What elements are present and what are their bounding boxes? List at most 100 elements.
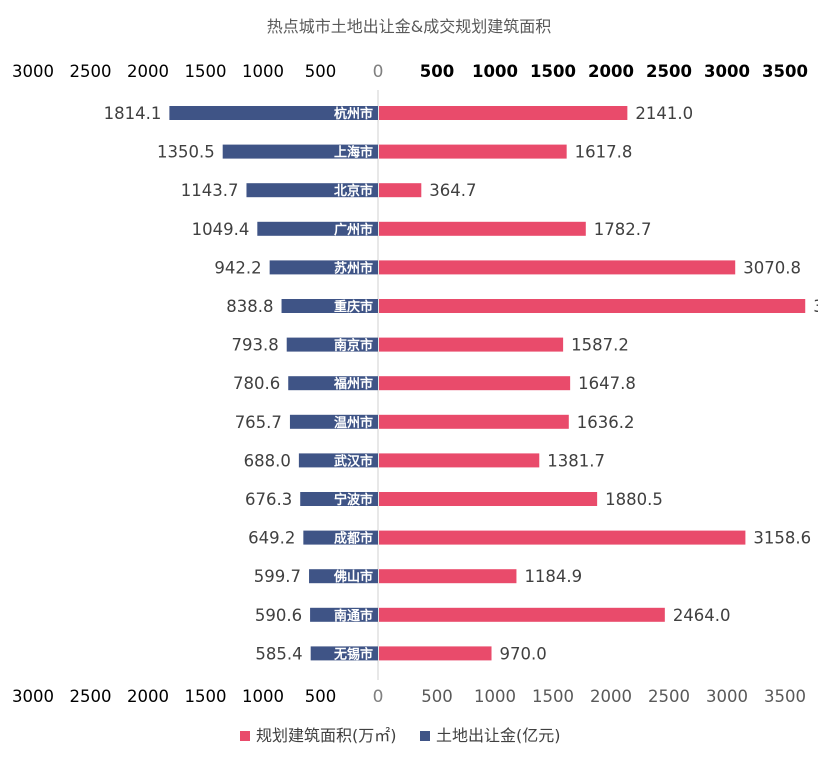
left-axis-tick-label-top: 3000 bbox=[12, 62, 54, 81]
bar-land-revenue bbox=[222, 144, 378, 159]
left-axis-tick-label-top: 2000 bbox=[127, 62, 169, 81]
data-label-land-revenue: 676.3 bbox=[245, 490, 292, 509]
category-label: 福州市 bbox=[333, 376, 373, 392]
right-axis-tick-label-bottom: 2000 bbox=[590, 687, 632, 706]
bar-building-area bbox=[379, 260, 736, 275]
legend-label: 规划建筑面积(万㎡) bbox=[256, 726, 397, 745]
bar-land-revenue bbox=[286, 337, 378, 352]
right-axis-tick-label-top: 1000 bbox=[472, 62, 518, 81]
bar-land-revenue bbox=[169, 106, 378, 120]
data-label-building-area: 1782.7 bbox=[594, 220, 652, 239]
bar-building-area bbox=[379, 337, 564, 352]
right-axis-tick-label-top: 3000 bbox=[704, 62, 750, 81]
category-label: 北京市 bbox=[334, 183, 373, 199]
bar-building-area bbox=[379, 183, 422, 198]
bar-land-revenue bbox=[281, 299, 378, 313]
data-label-building-area: 2464.0 bbox=[673, 606, 731, 625]
bar-building-area bbox=[379, 492, 598, 506]
right-axis-tick-label-bottom: 3500 bbox=[764, 687, 806, 706]
category-label: 上海市 bbox=[334, 145, 373, 161]
right-axis-tick-label-top: 3500 bbox=[762, 62, 808, 81]
right-axis-tick-label-top: 500 bbox=[420, 62, 454, 81]
left-axis-tick-label-bottom: 2000 bbox=[127, 687, 169, 706]
right-axis-tick-label-bottom: 1000 bbox=[474, 687, 516, 706]
category-label: 南通市 bbox=[334, 608, 373, 624]
bar-building-area bbox=[379, 453, 540, 468]
data-label-land-revenue: 793.8 bbox=[231, 336, 278, 355]
legend-label: 土地出让金(亿元) bbox=[436, 726, 561, 745]
bar-building-area bbox=[379, 106, 628, 120]
category-label: 重庆市 bbox=[334, 299, 373, 315]
bar-building-area bbox=[379, 530, 746, 545]
bar-building-area bbox=[379, 221, 586, 236]
data-label-land-revenue: 1814.1 bbox=[104, 104, 162, 123]
left-axis-tick-label-bottom: 1000 bbox=[242, 687, 284, 706]
data-label-land-revenue: 688.0 bbox=[244, 451, 291, 470]
right-axis-tick-label-bottom: 3000 bbox=[706, 687, 748, 706]
bar-land-revenue bbox=[289, 414, 378, 429]
data-label-building-area: 1587.2 bbox=[571, 336, 629, 355]
data-label-building-area: 1880.5 bbox=[605, 490, 663, 509]
left-axis-tick-label-bottom: 2500 bbox=[70, 687, 112, 706]
left-axis-tick-label-top: 2500 bbox=[70, 62, 112, 81]
category-label: 武汉市 bbox=[334, 453, 373, 469]
data-label-land-revenue: 1350.5 bbox=[157, 143, 215, 162]
category-label: 无锡市 bbox=[333, 646, 373, 662]
bar-land-revenue bbox=[309, 569, 378, 584]
bar-building-area bbox=[379, 299, 806, 313]
data-label-land-revenue: 942.2 bbox=[214, 258, 261, 277]
bar-building-area bbox=[379, 414, 569, 429]
left-axis-tick-label-bottom: 500 bbox=[305, 687, 337, 706]
category-label: 温州市 bbox=[334, 415, 373, 431]
category-label: 广州市 bbox=[334, 222, 373, 238]
data-label-building-area: 3158.6 bbox=[753, 529, 811, 548]
right-axis-tick-label-top: 2000 bbox=[588, 62, 634, 81]
legend-swatch bbox=[420, 731, 430, 741]
left-axis-tick-label-bottom: 3000 bbox=[12, 687, 54, 706]
category-label: 宁波市 bbox=[334, 492, 373, 508]
left-axis-tick-label-top: 1500 bbox=[185, 62, 227, 81]
data-label-land-revenue: 838.8 bbox=[226, 297, 273, 316]
left-axis-tick-label-top: 500 bbox=[305, 62, 337, 81]
bar-building-area bbox=[379, 569, 517, 584]
bar-land-revenue bbox=[300, 492, 378, 506]
data-label-building-area: 2141.0 bbox=[635, 104, 693, 123]
chart-title: 热点城市土地出让金&成交规划建筑面积 bbox=[267, 17, 551, 36]
left-axis-tick-label-top: 1000 bbox=[242, 62, 284, 81]
data-label-building-area: 1647.8 bbox=[578, 374, 636, 393]
data-label-building-area: 3070.8 bbox=[743, 258, 801, 277]
data-label-land-revenue: 590.6 bbox=[255, 606, 302, 625]
data-label-building-area: 970.0 bbox=[500, 644, 547, 663]
right-axis-tick-label-bottom: 500 bbox=[421, 687, 453, 706]
bar-building-area bbox=[379, 144, 567, 159]
data-label-land-revenue: 649.2 bbox=[248, 529, 295, 548]
bar-land-revenue bbox=[310, 646, 378, 661]
bar-land-revenue bbox=[310, 607, 378, 622]
right-axis-tick-label-top: 2500 bbox=[646, 62, 692, 81]
data-label-land-revenue: 585.4 bbox=[255, 644, 302, 663]
left-axis-tick-label-bottom: 0 bbox=[373, 687, 384, 707]
category-label: 南京市 bbox=[334, 338, 373, 354]
right-axis-tick-label-bottom: 2500 bbox=[648, 687, 690, 706]
legend-swatch bbox=[240, 731, 250, 741]
data-label-land-revenue: 599.7 bbox=[254, 567, 301, 586]
category-label: 苏州市 bbox=[334, 260, 373, 276]
bar-building-area bbox=[379, 607, 665, 622]
bar-land-revenue bbox=[303, 530, 378, 545]
category-label: 佛山市 bbox=[333, 569, 373, 585]
data-label-building-area: 3674.4 bbox=[813, 297, 818, 316]
data-label-building-area: 364.7 bbox=[429, 181, 476, 200]
data-label-land-revenue: 780.6 bbox=[233, 374, 280, 393]
data-label-land-revenue: 765.7 bbox=[235, 413, 282, 432]
data-label-building-area: 1381.7 bbox=[547, 451, 605, 470]
right-axis-tick-label-bottom: 1500 bbox=[532, 687, 574, 706]
bar-land-revenue bbox=[257, 221, 378, 236]
bar-land-revenue bbox=[246, 183, 378, 198]
data-label-building-area: 1184.9 bbox=[524, 567, 582, 586]
category-label: 杭州市 bbox=[334, 106, 373, 122]
left-axis-tick-label-bottom: 1500 bbox=[185, 687, 227, 706]
bar-land-revenue bbox=[298, 453, 378, 468]
bar-building-area bbox=[379, 646, 492, 661]
left-axis-tick-label-top: 0 bbox=[373, 62, 384, 82]
